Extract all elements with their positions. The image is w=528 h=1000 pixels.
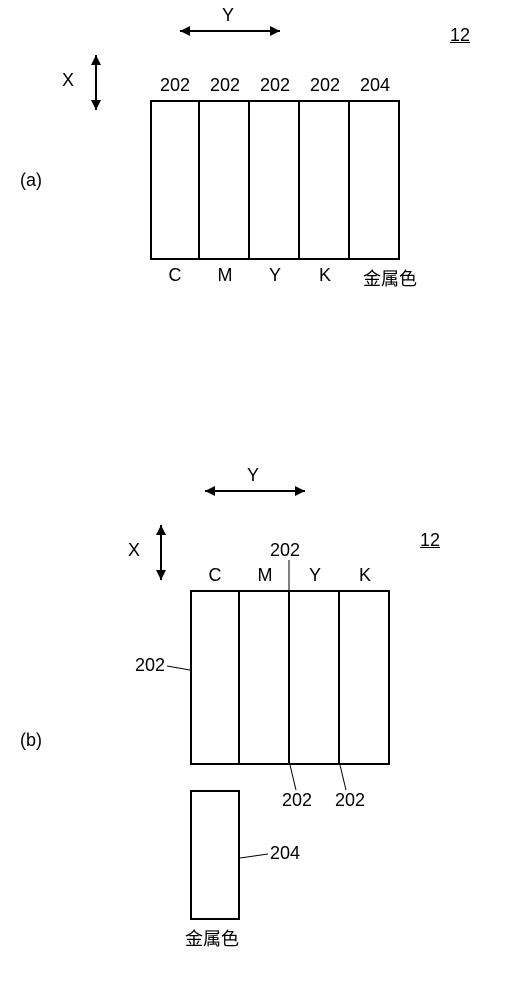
subfigure-a-label: (a) [20, 170, 42, 191]
top-label: C [190, 565, 240, 586]
cell [240, 590, 290, 765]
y-axis-arrow-a [180, 30, 280, 32]
x-axis-arrow-a [95, 55, 97, 110]
bottom-label: K [300, 265, 350, 291]
ref-number-a: 12 [450, 25, 470, 46]
subfigure-b-label: (b) [20, 730, 42, 751]
y-axis-label-b: Y [247, 465, 259, 486]
y-axis-label-a: Y [222, 5, 234, 26]
small-box-b [190, 790, 240, 920]
cell [150, 100, 200, 260]
top-labels-a: 202 202 202 202 204 [150, 75, 400, 96]
bottom-label: C [150, 265, 200, 291]
top-label: M [240, 565, 290, 586]
cell-group-a [150, 100, 400, 260]
top-label: K [340, 565, 390, 586]
cell [300, 100, 350, 260]
cell [200, 100, 250, 260]
label-202-top-b: 202 [270, 540, 300, 561]
bottom-label: M [200, 265, 250, 291]
bottom-leader-label: 202 [282, 790, 312, 811]
top-label: 202 [250, 75, 300, 96]
bottom-leader-label: 202 [335, 790, 365, 811]
top-label: Y [290, 565, 340, 586]
bottom-labels-a: C M Y K 金属色 [150, 265, 430, 291]
small-box-label-b: 204 [270, 843, 300, 864]
top-label: 202 [200, 75, 250, 96]
bottom-label: Y [250, 265, 300, 291]
x-axis-label-b: X [128, 540, 140, 561]
leader-line [287, 560, 295, 590]
x-axis-label-a: X [62, 70, 74, 91]
leader-line [240, 850, 270, 862]
cell-group-b [190, 590, 390, 765]
top-label: 202 [300, 75, 350, 96]
bottom-text-b: 金属色 [185, 925, 239, 951]
side-label-202-b: 202 [135, 655, 165, 676]
x-axis-arrow-b [160, 525, 162, 580]
top-label: 204 [350, 75, 400, 96]
bottom-label: 金属色 [350, 265, 430, 291]
ref-number-b: 12 [420, 530, 440, 551]
y-axis-arrow-b [205, 490, 305, 492]
cell [340, 590, 390, 765]
cell [250, 100, 300, 260]
leader-line [167, 660, 192, 672]
cell [350, 100, 400, 260]
top-label: 202 [150, 75, 200, 96]
leader-line [338, 765, 348, 790]
leader-line [288, 765, 298, 790]
cell [190, 590, 240, 765]
cell [290, 590, 340, 765]
